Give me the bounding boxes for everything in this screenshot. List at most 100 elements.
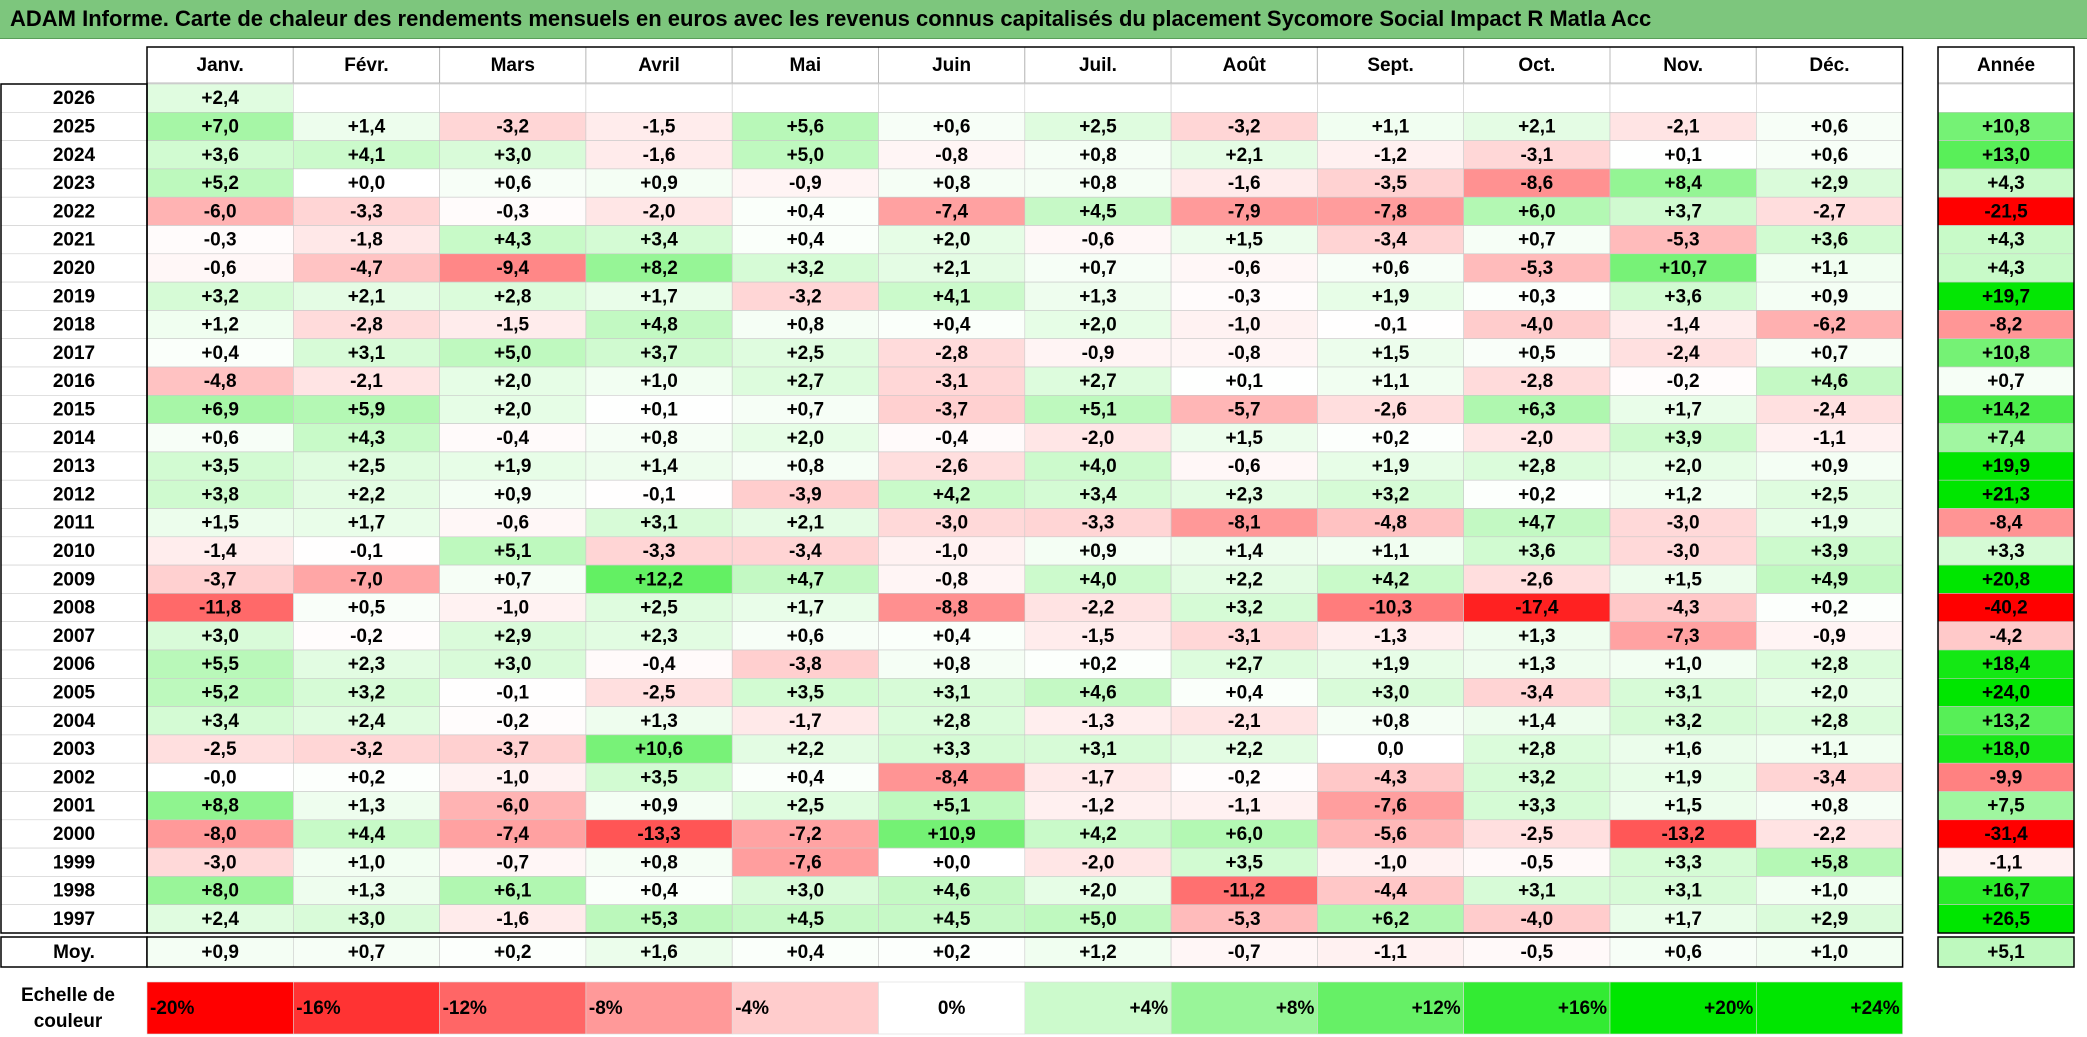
cell-value-2000-7: +4,2 [1079,824,1117,845]
annual-cell [1937,819,2075,849]
year-label-2000: 2000 [53,824,95,845]
cell-value-2017-11: -2,4 [1667,343,1700,364]
cell-value-2007-12: -0,9 [1813,626,1846,647]
heatmap-cell [878,423,1026,453]
cell-value-2021-6: +2,0 [933,230,971,251]
cell-value-2004-5: -1,7 [789,711,822,732]
cell-value-2016-5: +2,7 [787,371,825,392]
cell-value-2019-7: +1,3 [1079,286,1117,307]
year-label-cell [0,762,148,792]
year-label-1999: 1999 [53,852,95,873]
cell-value-2000-12: -2,2 [1813,824,1846,845]
cell-value-1999-2: +1,0 [348,852,386,873]
cell-value-1998-7: +2,0 [1079,881,1117,902]
cell-value-2013-5: +0,8 [787,456,825,477]
heatmap-cell [146,366,294,396]
cell-value-2024-11: +0,1 [1664,145,1702,166]
year-label-2001: 2001 [53,796,96,817]
year-label-2015: 2015 [53,399,96,420]
annual-value-1997: +26,5 [1982,909,2031,930]
annual-value-2001: +7,5 [1987,796,2025,817]
cell-value-2001-6: +5,1 [933,796,971,817]
heatmap-cell [1317,649,1465,679]
heatmap-cell [731,564,879,594]
cell-value-2016-4: +1,0 [640,371,678,392]
annual-value-2004: +13,2 [1982,711,2030,732]
heatmap-cell [585,791,733,821]
month-header-11: Nov. [1663,55,1703,76]
heatmap-cell [1024,791,1172,821]
year-label-cell [0,394,148,424]
heatmap-cell [146,508,294,538]
year-label-2024: 2024 [53,145,96,166]
cell-value-2005-1: +5,2 [201,682,239,703]
average-cell [439,936,587,968]
cell-value-2013-2: +2,5 [348,456,386,477]
scale-stop-3: -12% [443,998,487,1019]
heatmap-cell [1170,451,1318,481]
cell-value-2022-12: -2,7 [1813,201,1846,222]
heatmap-cell [731,112,879,141]
cell-value-2010-3: +5,1 [494,541,532,562]
year-label-cell [0,593,148,623]
cell-value-2019-1: +3,2 [201,286,239,307]
annual-value-2025: +10,8 [1982,116,2030,137]
heatmap-cell [292,451,440,481]
cell-value-2020-2: -4,7 [350,258,383,279]
heatmap-cell [731,168,879,198]
heatmap-cell [1463,168,1611,198]
year-label-cell [0,338,148,368]
scale-swatch [1463,981,1611,1035]
month-header-cell [1170,46,1318,84]
year-label-2008: 2008 [53,598,95,619]
cell-value-2008-6: -8,8 [935,598,968,619]
cell-value-2014-1: +0,6 [201,428,239,449]
cell-value-2007-4: +2,3 [640,626,678,647]
heatmap-cell [1317,508,1465,538]
heatmap-cell [731,140,879,170]
heatmap-cell [292,649,440,679]
cell-value-2025-11: -2,1 [1667,116,1700,137]
heatmap-cell [1317,423,1465,453]
cell-value-2006-7: +0,2 [1079,654,1117,675]
cell-value-1997-3: -1,6 [496,909,529,930]
year-label-2021: 2021 [53,230,96,251]
cell-value-2022-7: +4,5 [1079,201,1117,222]
heatmap-cell [1170,83,1318,113]
cell-value-2025-6: +0,6 [933,116,971,137]
heatmap-cell [1609,140,1757,170]
cell-value-2002-6: -8,4 [935,767,968,788]
cell-value-2001-1: +8,8 [201,796,239,817]
cell-value-2015-8: -5,7 [1228,399,1261,420]
cell-value-2020-12: +1,1 [1811,258,1849,279]
year-label-cell [0,451,148,481]
heatmap-cell [1609,876,1757,906]
cell-value-2020-9: +0,6 [1372,258,1410,279]
cell-value-2008-9: -10,3 [1369,598,1412,619]
heatmap-cell [146,593,294,623]
heatmap-cell [146,564,294,594]
scale-stop-7: +4% [1130,998,1169,1019]
heatmap-cell [146,423,294,453]
cell-value-2008-8: +3,2 [1225,598,1263,619]
heatmap-cell [585,451,733,481]
cell-value-2019-5: -3,2 [789,286,822,307]
heatmap-cell [439,621,587,651]
cell-value-2006-3: +3,0 [494,654,532,675]
cell-value-1997-1: +2,4 [201,909,239,930]
cell-value-2002-11: +1,9 [1664,767,1702,788]
cell-value-1997-12: +2,9 [1811,909,1849,930]
heatmap-cell [292,762,440,792]
heatmap-cell [1317,564,1465,594]
heatmap-cell [1024,338,1172,368]
annual-cell [1937,847,2075,877]
cell-value-2023-3: +0,6 [494,173,532,194]
year-total-header-cell [1937,46,2075,84]
cell-value-2013-7: +4,0 [1079,456,1117,477]
heatmap-cell [1609,508,1757,538]
heatmap-cell [878,564,1026,594]
heatmap-cell [439,762,587,792]
heatmap-cell [878,847,1026,877]
scale-swatch [1024,981,1172,1035]
cell-value-2005-2: +3,2 [348,682,386,703]
